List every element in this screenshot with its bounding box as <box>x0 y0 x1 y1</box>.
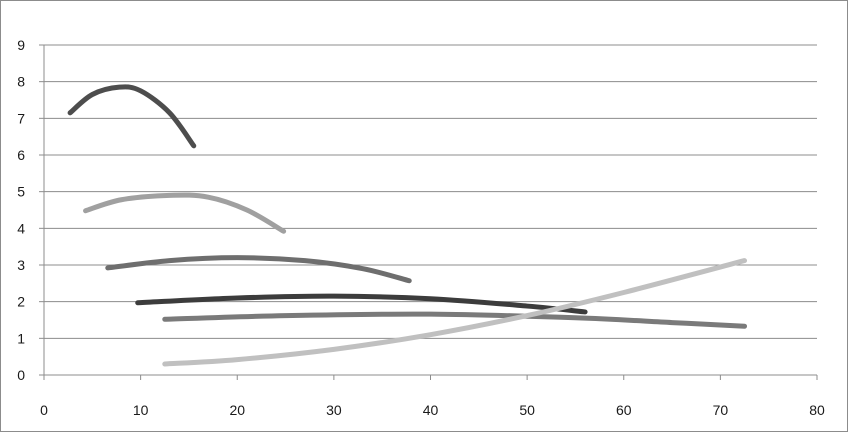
y-tick-label: 3 <box>17 257 25 273</box>
series-line-6 <box>162 258 748 367</box>
x-tick-label: 50 <box>519 402 535 418</box>
series-lines <box>67 84 748 367</box>
series-line-4 <box>135 293 588 315</box>
gridlines <box>44 44 817 339</box>
y-tick-label: 9 <box>17 37 25 53</box>
x-tick-label: 10 <box>133 402 149 418</box>
y-tick-label: 5 <box>17 184 25 200</box>
series-line-2 <box>83 192 287 234</box>
y-tick-label: 4 <box>17 220 25 236</box>
y-tick-label: 2 <box>17 294 25 310</box>
y-tick-label: 1 <box>17 330 25 346</box>
y-tick-label: 7 <box>17 110 25 126</box>
y-tick-label: 0 <box>17 367 25 383</box>
series-line-5 <box>162 311 748 329</box>
axes <box>39 44 818 380</box>
x-tick-label: 0 <box>40 402 48 418</box>
y-tick-label: 8 <box>17 74 25 90</box>
series-line-1 <box>67 84 197 149</box>
x-tick-label: 40 <box>423 402 439 418</box>
y-tick-label: 6 <box>17 147 25 163</box>
x-tick-label: 20 <box>229 402 245 418</box>
y-axis-tick-labels: 0 1 2 3 4 5 6 7 8 9 <box>17 37 25 383</box>
x-axis-tick-labels: 0 10 20 30 40 50 60 70 80 <box>40 402 825 418</box>
x-tick-label: 80 <box>809 402 825 418</box>
x-tick-label: 30 <box>326 402 342 418</box>
x-tick-label: 60 <box>616 402 632 418</box>
series-line-3 <box>105 255 412 284</box>
x-tick-label: 70 <box>713 402 729 418</box>
